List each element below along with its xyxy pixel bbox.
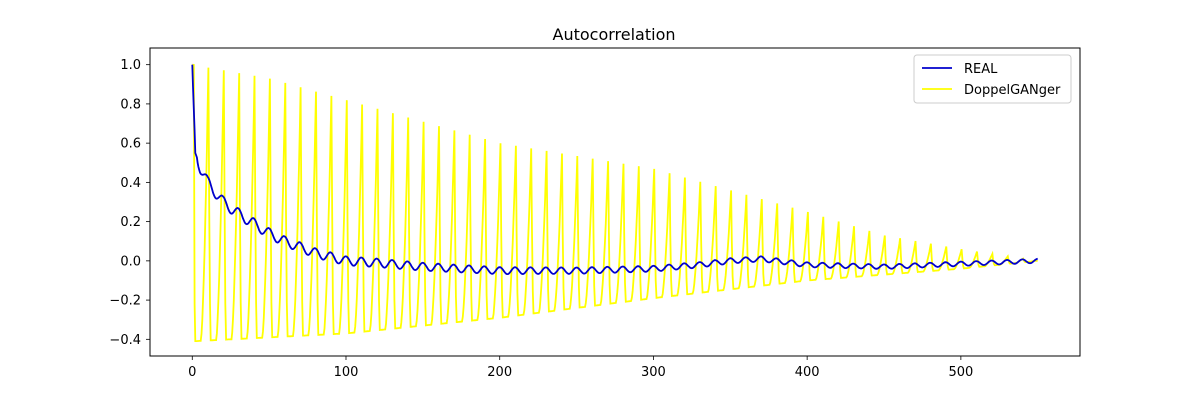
y-tick-label: 0.4 bbox=[120, 176, 141, 191]
legend-label-real: REAL bbox=[964, 62, 998, 77]
x-tick-label: 100 bbox=[334, 365, 359, 380]
x-tick-label: 0 bbox=[188, 365, 196, 380]
plot-frame bbox=[149, 47, 1081, 357]
chart-title: Autocorrelation bbox=[553, 25, 676, 44]
y-tick-label: 0.2 bbox=[120, 215, 141, 230]
y-tick-label: 1.0 bbox=[120, 58, 141, 73]
y-tick-label: −0.4 bbox=[109, 333, 141, 348]
legend-label-doppelganger: DoppelGANger bbox=[964, 83, 1061, 98]
legend: REAL DoppelGANger bbox=[913, 54, 1072, 104]
x-tick-label: 200 bbox=[487, 365, 512, 380]
x-tick-label: 300 bbox=[641, 365, 666, 380]
series-line-real bbox=[191, 64, 1038, 276]
series-line-doppelganger bbox=[192, 63, 1038, 342]
legend-box bbox=[913, 54, 1072, 104]
y-tick-label: 0.0 bbox=[120, 254, 141, 269]
y-tick-label: 0.8 bbox=[120, 97, 141, 112]
y-tick-label: −0.2 bbox=[109, 294, 141, 309]
y-tick-label: 0.6 bbox=[120, 137, 141, 152]
x-tick-label: 500 bbox=[948, 365, 973, 380]
x-tick-label: 400 bbox=[795, 365, 820, 380]
